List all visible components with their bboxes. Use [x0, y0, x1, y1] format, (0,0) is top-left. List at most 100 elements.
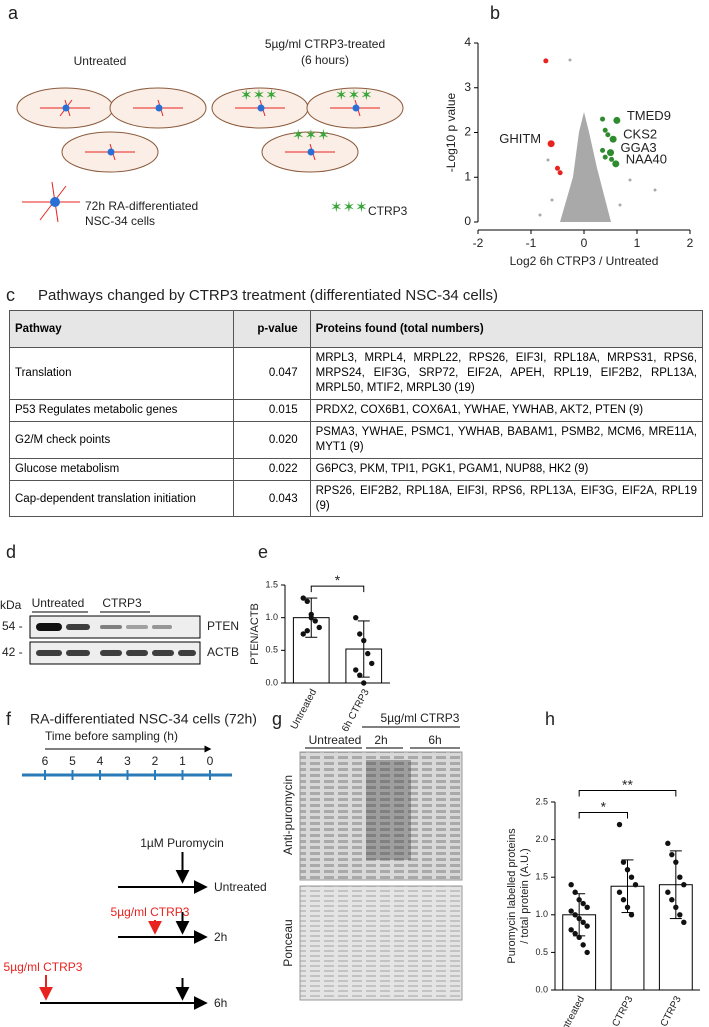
label: 42 - [2, 645, 23, 659]
x-tick-label: -1 [526, 236, 537, 250]
label: Untreated [74, 54, 127, 68]
panel-label: g [272, 709, 282, 729]
y-tick-label: 1.0 [535, 909, 548, 919]
point [602, 154, 608, 160]
svg-text:✶✶✶: ✶✶✶ [292, 127, 330, 144]
bands [36, 623, 196, 656]
x-tick-label: 2h CTRP3 [604, 994, 636, 1027]
data-point [572, 930, 578, 937]
data-point [357, 672, 363, 678]
data-point [365, 650, 371, 657]
point [609, 135, 617, 143]
data-point [669, 897, 675, 903]
data-point [665, 840, 671, 847]
y-tick-label: 2.5 [535, 796, 548, 806]
data-point [312, 618, 318, 624]
data-point [632, 882, 639, 888]
data-point [620, 859, 627, 865]
x-axis-label: Log2 6h CTRP3 / Untreated [510, 254, 659, 268]
panel-label: f [6, 709, 12, 729]
data-point [681, 919, 687, 926]
significance-label: * [601, 798, 607, 814]
data-point [616, 889, 623, 895]
x-tick-label: 1 [634, 236, 641, 250]
data-point [357, 631, 363, 637]
panel-label: c [6, 285, 15, 305]
data-point [576, 915, 582, 922]
data-point [677, 874, 683, 880]
table-cell: MRPL3, MRPL4, MRPL22, RPS26, EIF3I, RPL1… [309, 347, 704, 400]
point-label: TMED9 [627, 108, 671, 123]
table-header: Pathway p-value Proteins found (total numb… [9, 310, 704, 348]
data-point [304, 628, 310, 634]
blot-image [299, 885, 463, 1001]
svg-text:✶✶✶: ✶✶✶ [335, 87, 373, 104]
timeline-label: 6 [42, 754, 49, 768]
data-point [616, 821, 623, 828]
nuclei [50, 104, 360, 207]
label: ACTB [207, 645, 239, 659]
y-tick-label: 2.0 [535, 834, 548, 844]
x-tick-label: 6h CTRP3 [652, 994, 684, 1027]
timeline-label: 1 [179, 754, 186, 768]
data-point [300, 595, 306, 601]
y-tick-label: 0.0 [535, 984, 548, 994]
svg-text:✶✶✶: ✶✶✶ [240, 87, 278, 104]
point [547, 140, 555, 148]
label: 72h RA-differentiated [85, 199, 198, 213]
point-cloud-outliers [538, 58, 657, 217]
label: 5µg/ml CTRP3 [381, 711, 460, 725]
timeline-label: 3 [124, 754, 131, 768]
data-point [308, 614, 314, 621]
point-label: NAA40 [626, 151, 667, 166]
table-cell: 0.020 [232, 420, 311, 459]
table-cell: G2/M check points [9, 420, 234, 459]
label: Untreated [309, 733, 362, 747]
y-tick-label: 1 [464, 169, 471, 183]
table-row: Translation 0.047 MRPL3, MRPL4, MRPL22, RP… [9, 347, 704, 400]
label: 5µg/ml CTRP3-treated [265, 37, 385, 51]
data-point [628, 874, 635, 880]
label: Anti-puromycin [281, 775, 295, 855]
data-point [568, 908, 574, 914]
table-cell: Cap-dependent translation initiation [9, 479, 234, 518]
panel-label: a [8, 3, 19, 23]
x-tick-label: 2 [687, 236, 694, 250]
table-body: Translation 0.047 MRPL3, MRPL4, MRPL22, RP… [9, 347, 704, 518]
y-tick-label: 1.5 [265, 579, 278, 589]
table-cell: G6PC3, PKM, TPI1, PGK1, PGAM1, NUP88, HK… [309, 457, 704, 481]
blot-image [299, 751, 463, 881]
blot-image [366, 760, 411, 860]
data-point [572, 912, 578, 918]
data-point [304, 598, 310, 605]
label: 5µg/ml CTRP3 [111, 905, 190, 919]
panel-label: e [258, 542, 268, 562]
table-title: Pathways changed by CTRP3 treatment (dif… [38, 287, 498, 304]
point [555, 165, 560, 171]
data-point [361, 680, 367, 686]
panel-label: h [545, 709, 555, 729]
significance-bracket [578, 812, 628, 819]
table-cell: PRDX2, COX6B1, COX6A1, YWHAE, YWHAB, AKT… [309, 398, 704, 422]
y-tick-label: 1.5 [535, 872, 548, 882]
data-point [580, 942, 586, 948]
table-row: Cap-dependent translation initiation 0.04… [9, 479, 704, 518]
label: kDa [0, 598, 22, 612]
label: 6h [428, 733, 441, 747]
table-cell: RPS26, EIF2B2, RPL18A, EIF3I, RPS6, RPL1… [309, 479, 704, 518]
data-point [584, 949, 590, 956]
header-cell: Pathway [9, 310, 234, 348]
x-tick-label: Untreated [289, 687, 319, 731]
timeline-label: 5 [69, 754, 76, 768]
point [600, 147, 606, 153]
point-cloud [560, 112, 611, 222]
table-cell: P53 Regulates metabolic genes [9, 398, 234, 422]
point [613, 116, 621, 124]
label: CTRP3 [368, 204, 408, 218]
data-point [620, 897, 627, 903]
header-cell: Proteins found (total numbers) [309, 310, 704, 348]
label: Ponceau [281, 919, 295, 966]
data-point [681, 882, 687, 888]
